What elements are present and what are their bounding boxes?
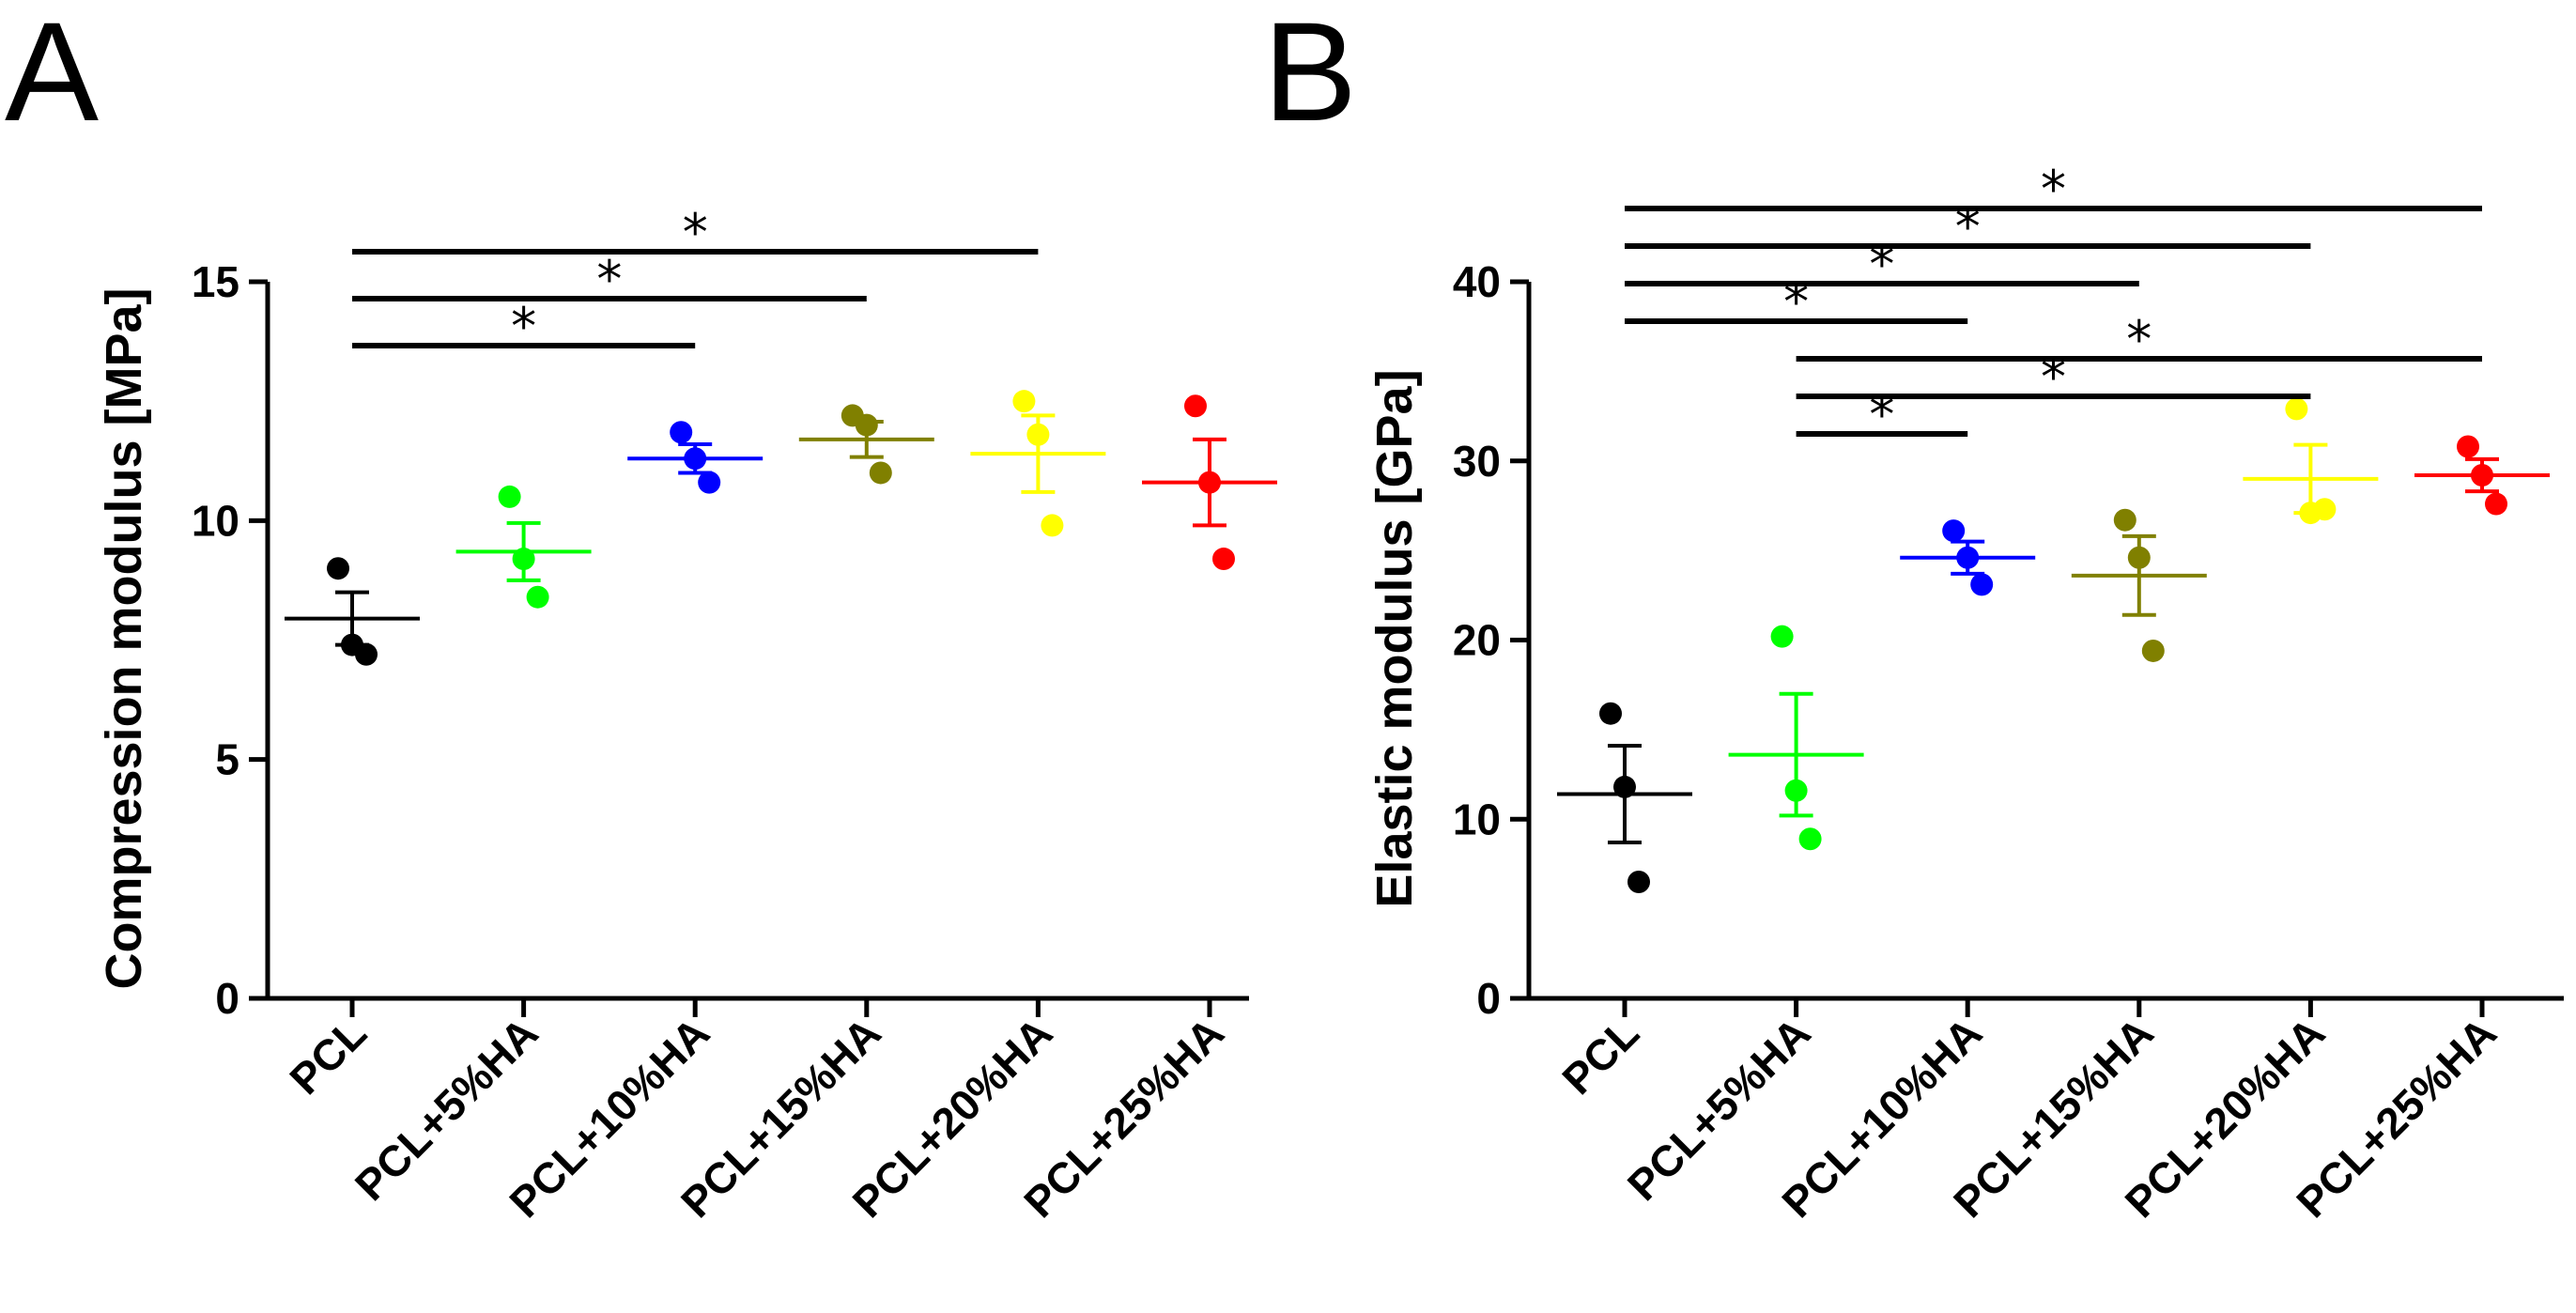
panel-b-y-axis-title: Elastic modulus [GPa] [1366,369,1423,907]
panel-a-data-point [355,642,378,666]
panel-b-data-point [2285,397,2308,421]
panel-a-data-point [698,471,721,494]
panel-a-data-point [1041,514,1064,537]
panel-a-data-point [327,557,349,580]
panel-b-data-point [1970,573,1994,596]
panel-a-data-point [526,585,549,609]
panel-a: A 051015PCLPCL+5%HAPCL+10%HAPCL+15%HAPCL… [5,0,1277,1227]
panel-a-y-tick-label: 5 [215,735,239,784]
panel-a-y-tick-label: 0 [215,974,239,1023]
panel-a-significance-star: * [596,250,622,309]
panel-a-y-tick-label: 10 [192,496,239,545]
panel-b: B 010203040PCLPCL+5%HAPCL+10%HAPCL+15%HA… [1263,0,2564,1227]
panel-b-data-point [1942,519,1966,543]
panel-a-data-point [1212,548,1235,571]
panel-b-category-label: PCL [1552,1008,1648,1104]
panel-a-y-tick-label: 15 [192,257,239,306]
panel-a-data-point [1184,394,1207,418]
panel-b-y-tick-label: 30 [1453,437,1501,486]
panel-b-y-tick-label: 20 [1453,616,1501,665]
panel-b-y-tick-label: 10 [1453,795,1501,843]
panel-a-letter: A [5,0,99,150]
panel-a-data-point [1012,390,1036,413]
panel-a-y-axis-title: Compression modulus [MPa] [96,287,152,989]
panel-a-significance-star: * [683,203,708,262]
panel-b-data-point [2485,492,2507,516]
panel-b-data-point [2457,435,2479,458]
panel-b-data-point [1627,871,1650,894]
panel-a-data-point [498,485,521,508]
panel-b-significance-star: * [2041,160,2066,219]
panel-a-data-point [670,421,693,444]
panel-a-category-label: PCL [280,1008,376,1104]
panel-a-significance-star: * [511,297,536,356]
panel-a-data-point [869,461,892,485]
panel-b-significance-star: * [2126,310,2152,369]
panel-b-data-point [1770,625,1794,648]
panel-b-data-point [1599,702,1622,725]
panel-b-y-tick-label: 40 [1453,257,1501,306]
panel-b-data-point [2313,498,2337,521]
panel-b-letter: B [1263,0,1357,150]
panel-b-data-point [1798,827,1822,851]
panel-b-y-tick-label: 0 [1476,974,1501,1023]
panel-b-data-point [2113,508,2136,532]
panel-b-data-point [2141,639,2165,662]
